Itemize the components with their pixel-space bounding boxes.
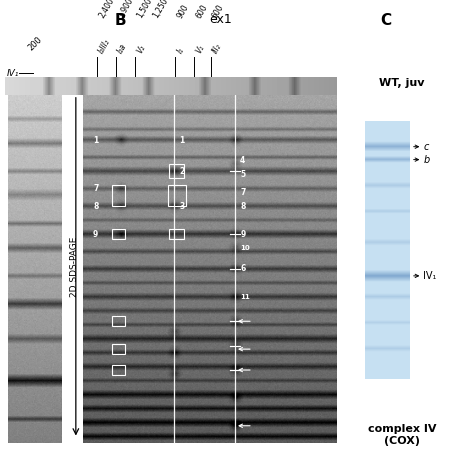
Bar: [169, 164, 184, 178]
Text: 9: 9: [240, 230, 246, 238]
Text: BN-PAGE: BN-PAGE: [128, 80, 176, 90]
Text: 6: 6: [240, 264, 246, 273]
Text: 2,400: 2,400: [97, 0, 116, 20]
Text: 8: 8: [240, 202, 246, 211]
Text: 9: 9: [93, 230, 98, 238]
Text: 1: 1: [93, 136, 98, 145]
Text: 3: 3: [179, 202, 184, 211]
Text: 5: 5: [240, 171, 246, 180]
Text: b: b: [423, 155, 429, 164]
Text: V₁: V₁: [194, 43, 206, 55]
Text: 200: 200: [26, 35, 44, 52]
Text: III₂: III₂: [211, 42, 224, 55]
Text: 1,250: 1,250: [152, 0, 170, 20]
Text: I₂a: I₂a: [116, 41, 129, 55]
Bar: [112, 365, 125, 375]
Text: 7: 7: [240, 188, 246, 197]
Text: complex IV
(COX): complex IV (COX): [368, 424, 436, 446]
Text: B: B: [115, 13, 127, 28]
Text: 600: 600: [194, 3, 210, 20]
Text: ex1: ex1: [209, 13, 232, 26]
Text: 11: 11: [240, 294, 250, 300]
Text: c: c: [423, 142, 428, 152]
Text: 900: 900: [175, 3, 191, 20]
Text: 10: 10: [240, 245, 250, 251]
Bar: [112, 316, 125, 327]
Bar: [112, 229, 125, 239]
Text: 7: 7: [93, 184, 99, 193]
Text: 2: 2: [179, 167, 184, 176]
Text: I₁: I₁: [175, 46, 186, 55]
Text: V₂: V₂: [135, 43, 147, 55]
Text: 8: 8: [93, 202, 99, 211]
Text: 2D SDS-PAGE: 2D SDS-PAGE: [71, 237, 79, 297]
Bar: [169, 229, 184, 239]
Text: 1,500: 1,500: [135, 0, 154, 20]
Text: C: C: [381, 13, 392, 28]
Text: 600: 600: [211, 3, 226, 20]
Bar: [112, 344, 125, 355]
Text: WT, juv: WT, juv: [379, 78, 425, 88]
Text: IV₁: IV₁: [423, 271, 437, 281]
Text: 1: 1: [179, 136, 184, 145]
Text: 1,900: 1,900: [116, 0, 135, 20]
Text: IV₁: IV₁: [7, 69, 19, 78]
Text: 4: 4: [240, 156, 246, 165]
Bar: [168, 185, 186, 206]
Bar: [112, 185, 125, 206]
Text: I₂III₂: I₂III₂: [97, 37, 112, 55]
